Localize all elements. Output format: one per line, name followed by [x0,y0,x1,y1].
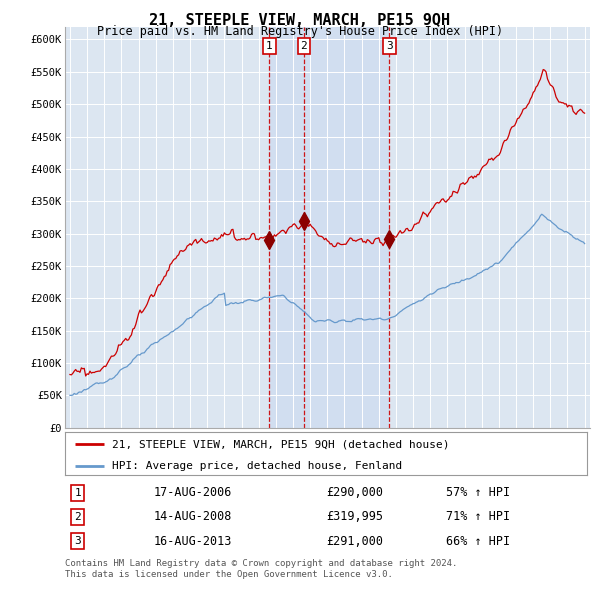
Text: 17-AUG-2006: 17-AUG-2006 [154,486,232,499]
Text: 2: 2 [74,512,81,522]
Text: 1: 1 [266,41,273,51]
Text: Price paid vs. HM Land Registry's House Price Index (HPI): Price paid vs. HM Land Registry's House … [97,25,503,38]
Text: Contains HM Land Registry data © Crown copyright and database right 2024.: Contains HM Land Registry data © Crown c… [65,559,457,568]
Text: This data is licensed under the Open Government Licence v3.0.: This data is licensed under the Open Gov… [65,570,392,579]
Text: £291,000: £291,000 [326,535,383,548]
Text: 14-AUG-2008: 14-AUG-2008 [154,510,232,523]
Text: 3: 3 [386,41,393,51]
Text: 1: 1 [74,488,81,498]
Text: 21, STEEPLE VIEW, MARCH, PE15 9QH: 21, STEEPLE VIEW, MARCH, PE15 9QH [149,13,451,28]
Text: 71% ↑ HPI: 71% ↑ HPI [446,510,510,523]
Text: 3: 3 [74,536,81,546]
Text: 66% ↑ HPI: 66% ↑ HPI [446,535,510,548]
Text: £319,995: £319,995 [326,510,383,523]
Text: £290,000: £290,000 [326,486,383,499]
Text: 21, STEEPLE VIEW, MARCH, PE15 9QH (detached house): 21, STEEPLE VIEW, MARCH, PE15 9QH (detac… [112,440,449,450]
Text: 57% ↑ HPI: 57% ↑ HPI [446,486,510,499]
Text: 2: 2 [301,41,307,51]
Text: 16-AUG-2013: 16-AUG-2013 [154,535,232,548]
Text: HPI: Average price, detached house, Fenland: HPI: Average price, detached house, Fenl… [112,461,402,471]
Bar [269,27,389,428]
